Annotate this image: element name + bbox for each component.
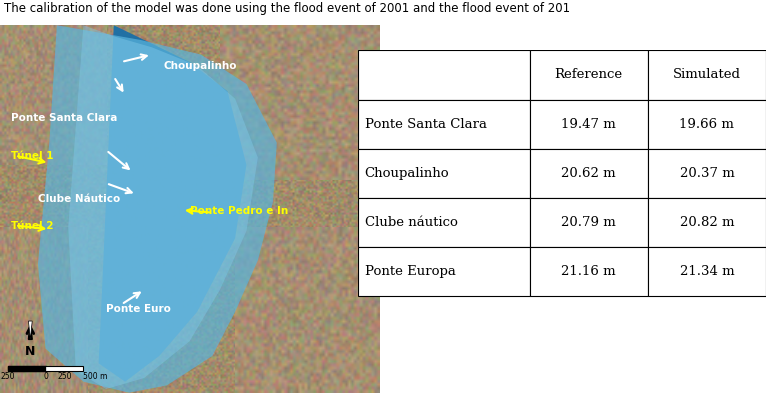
Bar xyxy=(648,50,766,100)
Text: 500 m: 500 m xyxy=(83,373,108,381)
Bar xyxy=(529,247,648,296)
Text: Choupalinho: Choupalinho xyxy=(163,61,237,71)
Text: Ponte Pedro e In: Ponte Pedro e In xyxy=(190,207,288,216)
Text: Choupalinho: Choupalinho xyxy=(365,167,449,180)
Bar xyxy=(358,50,529,100)
Bar xyxy=(358,247,529,296)
Bar xyxy=(529,149,648,198)
Polygon shape xyxy=(28,321,32,339)
Polygon shape xyxy=(68,25,258,389)
Text: 20.79 m: 20.79 m xyxy=(561,216,616,229)
Bar xyxy=(529,100,648,149)
Text: Simulated: Simulated xyxy=(673,68,741,81)
Polygon shape xyxy=(99,25,247,382)
Text: 20.82 m: 20.82 m xyxy=(679,216,734,229)
Text: Ponte Santa Clara: Ponte Santa Clara xyxy=(11,113,118,123)
Bar xyxy=(8,366,83,371)
Text: 19.47 m: 19.47 m xyxy=(561,118,616,131)
Text: Ponte Europa: Ponte Europa xyxy=(365,265,456,278)
Bar xyxy=(529,198,648,247)
Text: 250: 250 xyxy=(57,373,72,381)
Text: 21.34 m: 21.34 m xyxy=(679,265,735,278)
Bar xyxy=(648,247,766,296)
Bar xyxy=(358,198,529,247)
Text: 21.16 m: 21.16 m xyxy=(561,265,616,278)
Text: Ponte Santa Clara: Ponte Santa Clara xyxy=(365,118,486,131)
Text: 20.37 m: 20.37 m xyxy=(679,167,735,180)
Text: Túnel 2: Túnel 2 xyxy=(11,221,54,231)
Text: Reference: Reference xyxy=(555,68,623,81)
Text: 20.62 m: 20.62 m xyxy=(561,167,616,180)
Text: Túnel 1: Túnel 1 xyxy=(11,151,54,161)
Polygon shape xyxy=(38,25,277,393)
Bar xyxy=(529,50,648,100)
Bar xyxy=(358,149,529,198)
Bar xyxy=(45,366,83,371)
Bar xyxy=(648,198,766,247)
Polygon shape xyxy=(28,321,32,339)
Bar xyxy=(358,100,529,149)
Text: The calibration of the model was done using the flood event of 2001 and the floo: The calibration of the model was done us… xyxy=(4,2,570,15)
Text: N: N xyxy=(25,345,35,358)
Text: Ponte Euro: Ponte Euro xyxy=(106,304,171,314)
Bar xyxy=(8,366,45,371)
Text: Clube náutico: Clube náutico xyxy=(365,216,457,229)
Text: 19.66 m: 19.66 m xyxy=(679,118,735,131)
Text: Clube Náutico: Clube Náutico xyxy=(38,194,120,204)
Text: 250: 250 xyxy=(0,373,15,381)
Text: 0: 0 xyxy=(43,373,48,381)
Bar xyxy=(648,100,766,149)
Bar xyxy=(648,149,766,198)
